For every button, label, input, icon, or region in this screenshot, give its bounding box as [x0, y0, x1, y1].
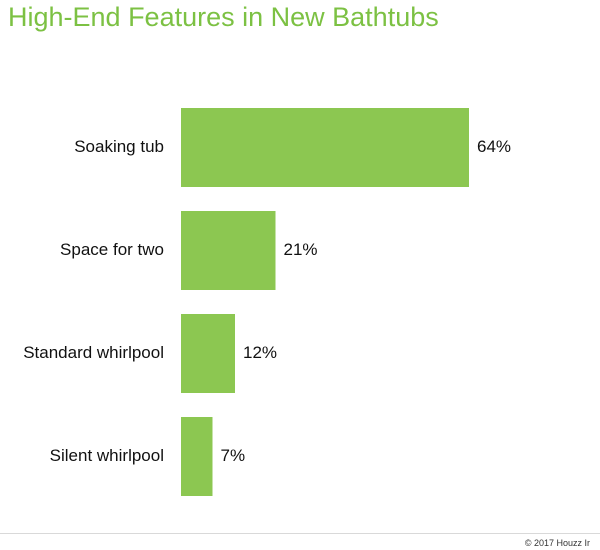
chart-title: High-End Features in New Bathtubs [8, 2, 439, 32]
bar-chart: Soaking tub 64% Space for two 21% Standard w… [23, 108, 511, 496]
bar-silent-whirlpool [181, 417, 213, 496]
bar-standard-whirlpool [181, 314, 235, 393]
value-label: 12% [243, 343, 277, 362]
category-label: Standard whirlpool [23, 343, 164, 362]
bar-space-for-two [181, 211, 276, 290]
category-label: Silent whirlpool [50, 446, 164, 465]
value-label: 21% [284, 240, 318, 259]
category-label: Space for two [60, 240, 164, 259]
bar-soaking-tub [181, 108, 469, 187]
value-label: 64% [477, 137, 511, 156]
copyright-notice: © 2017 Houzz Ir [524, 538, 590, 548]
value-label: 7% [221, 446, 246, 465]
category-label: Soaking tub [74, 137, 164, 156]
footer-divider [0, 533, 600, 534]
